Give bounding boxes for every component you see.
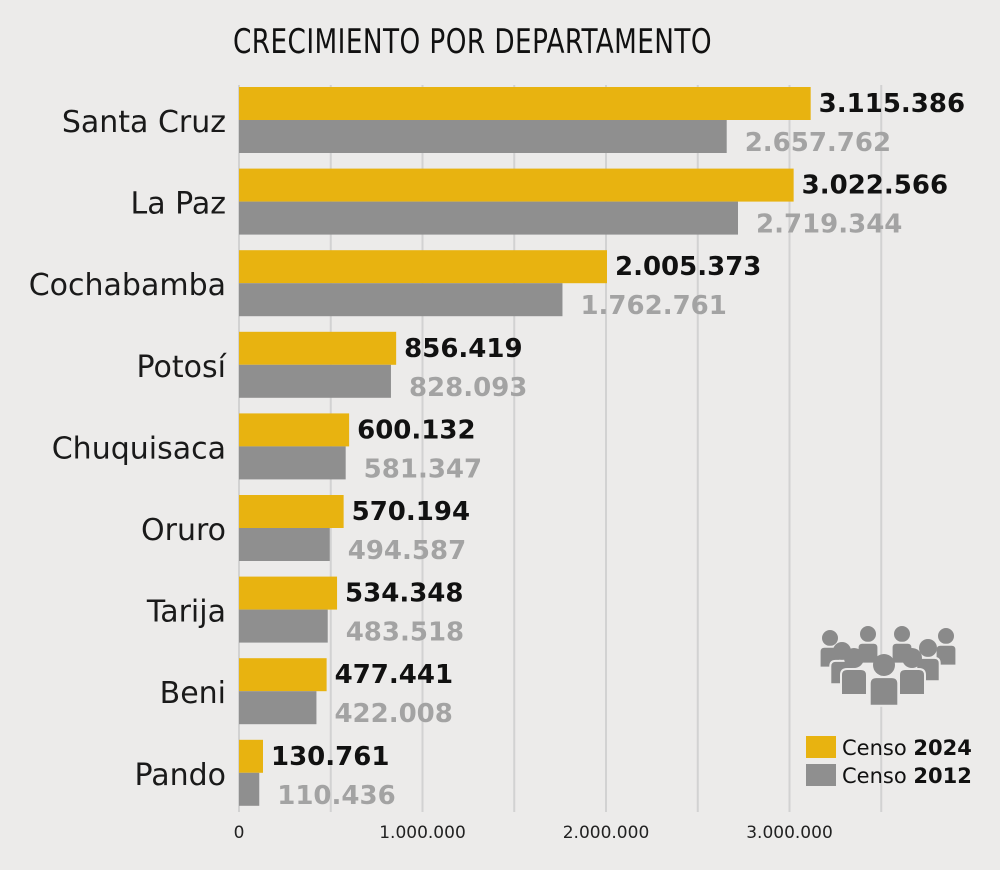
data-label-2024: 477.441	[335, 660, 453, 690]
data-label-2012: 581.347	[364, 454, 482, 484]
x-tick-label: 0	[234, 823, 245, 843]
bar-2024	[239, 576, 338, 610]
data-label-2012: 483.518	[346, 618, 464, 648]
category-label: Chuquisaca	[52, 431, 226, 466]
bar-2012	[239, 120, 727, 153]
data-label-2012: 2.657.762	[745, 128, 891, 158]
data-label-2012: 2.719.344	[756, 210, 902, 240]
data-label-2012: 422.008	[334, 699, 452, 729]
category-label: La Paz	[130, 187, 226, 222]
category-label: Pando	[134, 758, 226, 793]
category-label: Oruro	[141, 513, 226, 548]
data-label-2012: 110.436	[277, 781, 395, 811]
x-tick-label: 3.000.000	[746, 823, 833, 843]
legend-label: Censo 2012	[842, 764, 972, 788]
category-label: Beni	[160, 676, 226, 711]
legend-swatch	[806, 764, 836, 786]
category-label: Cochabamba	[29, 268, 226, 303]
bar-2012	[239, 446, 346, 480]
bar-2024	[239, 331, 397, 365]
bar-2024	[239, 495, 344, 528]
bar-2012	[239, 691, 317, 725]
legend-swatch	[806, 736, 836, 758]
data-label-2012: 828.093	[409, 373, 527, 403]
bar-2024	[239, 250, 607, 284]
x-tick-label: 2.000.000	[563, 823, 650, 843]
bar-2012	[239, 201, 738, 235]
data-label-2024: 2.005.373	[615, 252, 761, 282]
bar-2024	[239, 87, 811, 120]
bar-2012	[239, 609, 328, 643]
data-label-2012: 1.762.761	[580, 291, 726, 321]
data-label-2012: 494.587	[348, 536, 466, 566]
data-label-2024: 856.419	[404, 334, 522, 364]
bar-2012	[239, 528, 330, 561]
data-label-2024: 534.348	[345, 579, 463, 609]
legend-label: Censo 2024	[842, 736, 972, 760]
bar-2024	[239, 739, 263, 773]
bar-2012	[239, 772, 260, 806]
data-label-2024: 130.761	[271, 742, 389, 772]
bar-2024	[239, 168, 794, 202]
people-group-icon	[818, 626, 958, 707]
bar-2024	[239, 658, 327, 692]
category-label: Santa Cruz	[62, 105, 226, 140]
category-label: Potosí	[137, 350, 228, 385]
bar-2012	[239, 364, 391, 398]
bar-2012	[239, 283, 563, 317]
data-label-2024: 3.115.386	[819, 89, 965, 119]
chart-title: CRECIMIENTO POR DEPARTAMENTO	[233, 22, 713, 62]
data-label-2024: 600.132	[357, 415, 475, 445]
x-tick-label: 1.000.000	[379, 823, 466, 843]
data-label-2024: 570.194	[352, 497, 470, 527]
data-label-2024: 3.022.566	[802, 171, 948, 201]
bar-2024	[239, 413, 350, 447]
category-label: Tarija	[146, 595, 226, 630]
